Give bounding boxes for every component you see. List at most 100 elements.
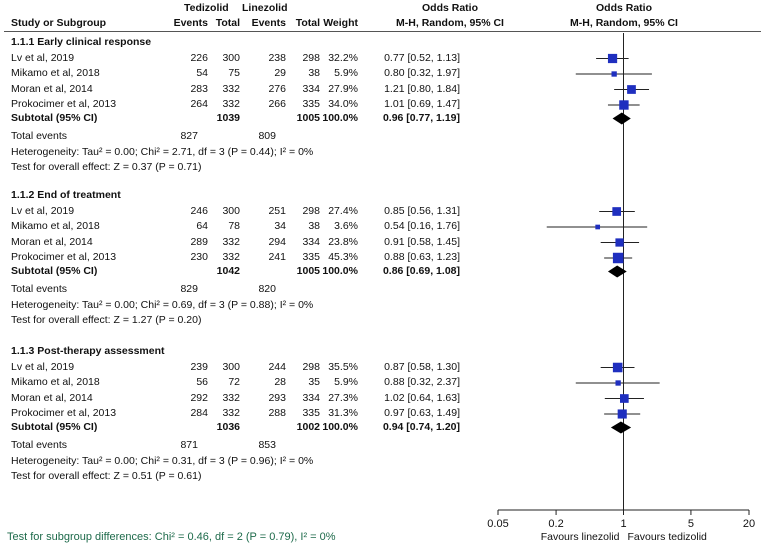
study-point bbox=[607, 53, 618, 64]
study-weight: 5.9% bbox=[334, 376, 358, 388]
study-point bbox=[617, 409, 627, 419]
study-name: Moran et al, 2014 bbox=[11, 235, 93, 248]
study-e1: 284 bbox=[190, 407, 208, 419]
study-ci: 0.97 [0.63, 1.49] bbox=[384, 407, 460, 419]
favours-left-label: Favours linezolid bbox=[541, 531, 620, 543]
study-t1: 300 bbox=[222, 51, 240, 64]
study-e2: 238 bbox=[268, 51, 286, 64]
study-ci: 0.54 [0.16, 1.76] bbox=[384, 220, 460, 232]
study-e2: 251 bbox=[268, 204, 286, 217]
header-method-text: M-H, Random, 95% CI bbox=[396, 17, 504, 29]
pooled-diamond bbox=[607, 265, 627, 278]
study-ci: 0.85 [0.56, 1.31] bbox=[384, 204, 460, 217]
study-t2: 335 bbox=[302, 251, 320, 263]
study-weight: 23.8% bbox=[328, 235, 358, 248]
total-events-e2: 853 bbox=[258, 439, 276, 451]
subgroup-title: 1.1.3 Post-therapy assessment bbox=[11, 345, 165, 357]
overall-effect-text: Test for overall effect: Z = 1.27 (P = 0… bbox=[11, 314, 202, 326]
total-events-label: Total events bbox=[11, 439, 68, 451]
study-t2: 35 bbox=[308, 376, 320, 388]
study-e1: 54 bbox=[196, 67, 208, 79]
header-events1: Events bbox=[173, 17, 208, 29]
study-e2: 29 bbox=[274, 67, 286, 79]
study-e1: 239 bbox=[190, 360, 208, 373]
study-e1: 289 bbox=[190, 235, 208, 248]
study-t2: 335 bbox=[302, 98, 320, 110]
study-name: Mikamo et al, 2018 bbox=[11, 67, 100, 79]
study-t1: 300 bbox=[222, 204, 240, 217]
subtotal-ci: 0.86 [0.69, 1.08] bbox=[382, 264, 460, 277]
study-ci: 0.91 [0.58, 1.45] bbox=[384, 235, 460, 248]
study-point bbox=[612, 252, 624, 264]
x-tick-label: 20 bbox=[743, 518, 755, 530]
study-t1: 332 bbox=[222, 82, 240, 95]
subtotal-t1: 1042 bbox=[216, 264, 240, 277]
study-e1: 283 bbox=[190, 82, 208, 95]
subgroup-title: 1.1.2 End of treatment bbox=[11, 189, 121, 201]
heterogeneity-text: Heterogeneity: Tau² = 0.00; Chi² = 2.71,… bbox=[11, 145, 314, 158]
study-e2: 288 bbox=[268, 407, 286, 419]
subtotal-label: Subtotal (95% CI) bbox=[11, 111, 98, 124]
study-weight: 34.0% bbox=[328, 98, 358, 110]
subtotal-label: Subtotal (95% CI) bbox=[11, 420, 98, 433]
study-t2: 298 bbox=[302, 204, 320, 217]
study-e2: 293 bbox=[268, 391, 286, 404]
study-point bbox=[611, 71, 617, 77]
subtotal-label: Subtotal (95% CI) bbox=[11, 264, 98, 277]
total-events-e2: 820 bbox=[258, 283, 276, 295]
study-name: Lv et al, 2019 bbox=[11, 204, 75, 217]
study-t2: 334 bbox=[302, 391, 320, 404]
pooled-diamond bbox=[610, 421, 632, 434]
subtotal-t1: 1036 bbox=[216, 420, 240, 433]
header-method-plot: M-H, Random, 95% CI bbox=[570, 17, 678, 29]
study-ci: 0.77 [0.52, 1.13] bbox=[384, 51, 460, 64]
study-e2: 276 bbox=[268, 82, 286, 95]
overall-effect-text: Test for overall effect: Z = 0.37 (P = 0… bbox=[11, 161, 202, 173]
x-tick-label: 1 bbox=[620, 518, 626, 530]
study-e1: 246 bbox=[190, 204, 208, 217]
study-weight: 27.3% bbox=[328, 391, 358, 404]
study-t1: 332 bbox=[222, 391, 240, 404]
study-e1: 264 bbox=[190, 98, 208, 110]
study-weight: 35.5% bbox=[328, 360, 358, 373]
header-group1: Tedizolid bbox=[184, 2, 229, 14]
header-total1: Total bbox=[215, 17, 240, 29]
header-total2: Total bbox=[295, 17, 320, 29]
total-events-e1: 871 bbox=[180, 439, 198, 451]
study-e2: 266 bbox=[268, 98, 286, 110]
study-point bbox=[627, 85, 636, 94]
study-point bbox=[619, 100, 629, 110]
study-t1: 332 bbox=[222, 98, 240, 110]
study-t1: 72 bbox=[228, 376, 240, 388]
study-e1: 230 bbox=[190, 251, 208, 263]
study-weight: 3.6% bbox=[334, 220, 358, 232]
subtotal-weight: 100.0% bbox=[322, 420, 358, 433]
subtotal-ci: 0.96 [0.77, 1.19] bbox=[382, 111, 460, 124]
study-ci: 0.88 [0.32, 2.37] bbox=[384, 376, 460, 388]
study-e1: 226 bbox=[190, 51, 208, 64]
study-name: Mikamo et al, 2018 bbox=[11, 376, 100, 388]
subtotal-t2: 1002 bbox=[296, 420, 320, 433]
study-name: Lv et al, 2019 bbox=[11, 51, 75, 64]
study-t1: 75 bbox=[228, 67, 240, 79]
study-point bbox=[595, 224, 601, 230]
header-study: Study or Subgroup bbox=[11, 17, 107, 29]
study-name: Moran et al, 2014 bbox=[11, 82, 93, 95]
study-name: Moran et al, 2014 bbox=[11, 391, 93, 404]
total-events-label: Total events bbox=[11, 130, 68, 142]
header-odds-ratio-plot: Odds Ratio bbox=[595, 2, 652, 14]
study-e2: 294 bbox=[268, 235, 286, 248]
subtotal-t2: 1005 bbox=[296, 111, 320, 124]
study-point bbox=[619, 394, 629, 403]
subtotal-weight: 100.0% bbox=[322, 264, 358, 277]
study-weight: 31.3% bbox=[328, 407, 358, 419]
study-e1: 292 bbox=[190, 391, 208, 404]
heterogeneity-text: Heterogeneity: Tau² = 0.00; Chi² = 0.69,… bbox=[11, 298, 314, 311]
study-t2: 298 bbox=[302, 360, 320, 373]
study-t1: 300 bbox=[222, 360, 240, 373]
header-weight: Weight bbox=[323, 17, 358, 29]
header-group2: Linezolid bbox=[242, 2, 288, 14]
total-events-e2: 809 bbox=[258, 130, 276, 142]
study-name: Lv et al, 2019 bbox=[11, 360, 75, 373]
study-name: Prokocimer et al, 2013 bbox=[11, 407, 117, 419]
